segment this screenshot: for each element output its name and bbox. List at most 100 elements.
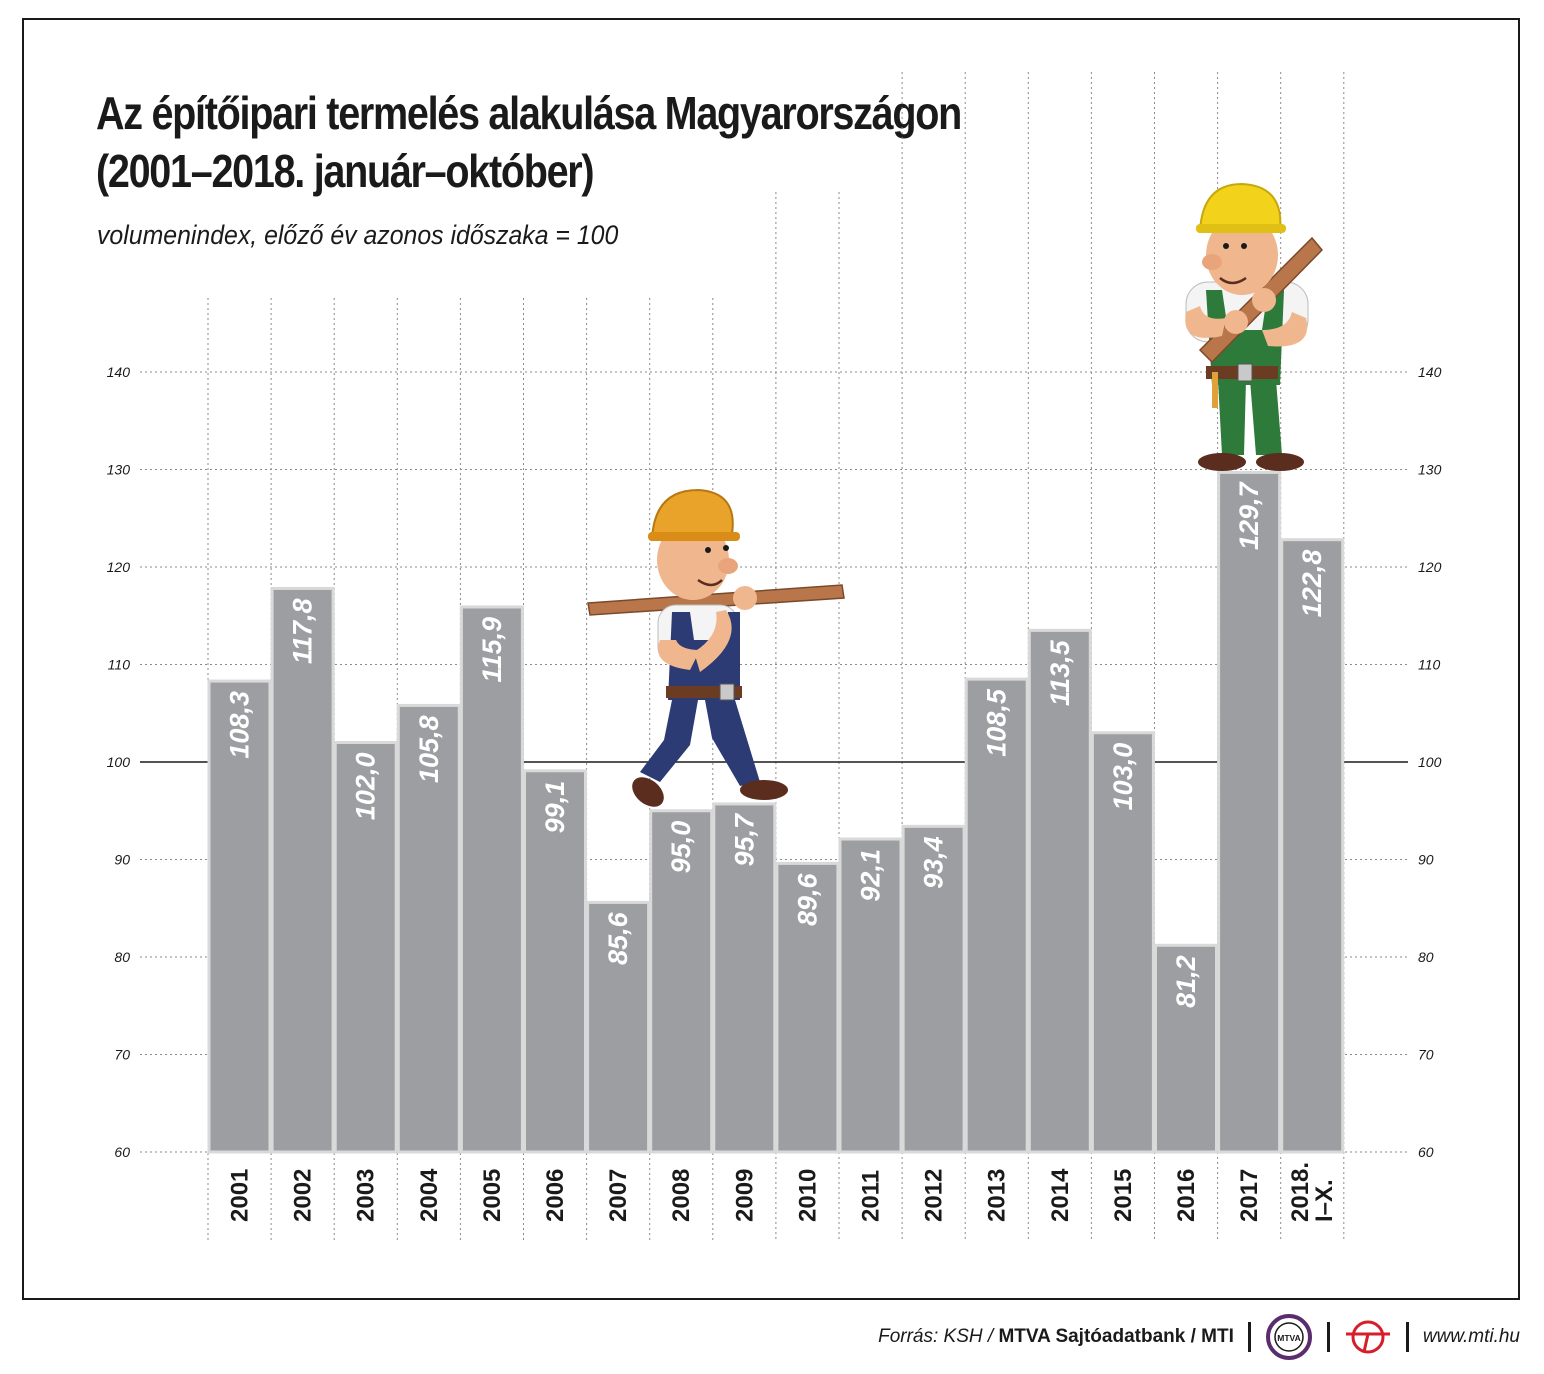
x-category-label: 2018.I–X. [1287, 1162, 1338, 1222]
mtva-logo-icon: MTVA [1265, 1313, 1313, 1361]
footer-separator [1247, 1322, 1251, 1352]
belt-buckle [719, 683, 735, 701]
eye [1241, 243, 1247, 249]
bar-value-label: 108,5 [982, 688, 1012, 757]
construction-worker-holding-plank-icon [1185, 182, 1324, 471]
shoe-right [740, 780, 788, 800]
eye [1223, 243, 1229, 249]
bar [1280, 538, 1345, 1154]
y-tick-label-left: 70 [114, 1047, 130, 1063]
bar [1154, 943, 1218, 1154]
bar [333, 741, 398, 1154]
bar-value-label: 129,7 [1234, 480, 1264, 550]
arm-left [1185, 306, 1226, 338]
smile [1219, 276, 1247, 285]
chart-title: Az építőipari termelés alakulása Magyaro… [96, 84, 962, 200]
bar-value-label: 102,0 [351, 753, 381, 821]
hand [1252, 288, 1276, 312]
overalls [1206, 290, 1284, 385]
x-category-label: 2010 [794, 1169, 821, 1222]
hand [1224, 310, 1248, 334]
y-tick-label-right: 140 [1418, 364, 1442, 380]
nose [718, 558, 738, 574]
bar [1217, 470, 1282, 1154]
y-tick-label-left: 80 [114, 949, 130, 965]
bar-value-label: 105,8 [414, 715, 444, 783]
x-category-label: 2011 [858, 1170, 885, 1222]
x-category-label: 2013 [984, 1169, 1011, 1222]
bar-value-label: 115,9 [477, 617, 507, 683]
source-prefix: Forrás: KSH / [878, 1326, 999, 1347]
bar-value-label: 113,5 [1045, 639, 1075, 706]
x-category-label: 2015 [1110, 1169, 1137, 1222]
arm-right [694, 610, 732, 672]
hard-hat-brim [648, 532, 740, 541]
x-category-label: 2003 [353, 1169, 380, 1222]
y-tick-label-left: 90 [114, 852, 130, 868]
x-category-label: 2001 [227, 1169, 254, 1222]
shoe-right [1256, 453, 1304, 471]
bar [1027, 628, 1092, 1154]
y-tick-label-left: 130 [107, 462, 131, 478]
arm-left [658, 640, 700, 670]
hard-hat [650, 488, 734, 542]
bar-value-label: 81,2 [1171, 955, 1201, 1008]
y-tick-label-right: 90 [1418, 852, 1434, 868]
y-tick-label-left: 120 [107, 559, 131, 575]
y-tick-label-right: 100 [1418, 754, 1442, 770]
bar [775, 861, 840, 1154]
arm-right [1262, 312, 1308, 347]
y-tick-label-left: 140 [107, 364, 131, 380]
website-url: www.mti.hu [1422, 1326, 1520, 1347]
y-tick-label-left: 100 [107, 754, 131, 770]
hard-hat [1198, 182, 1282, 234]
bar [838, 837, 903, 1154]
bar-value-label: 92,1 [856, 849, 886, 902]
bar-value-label: 122,8 [1297, 550, 1327, 618]
bar [459, 605, 524, 1154]
x-category-label: 2004 [416, 1168, 443, 1222]
footer-separator [1326, 1322, 1330, 1352]
bar [586, 900, 651, 1154]
y-tick-label-right: 60 [1418, 1144, 1434, 1160]
y-tick-label-left: 60 [114, 1144, 130, 1160]
belt-buckle [1237, 363, 1253, 382]
bar [649, 809, 714, 1154]
bar-value-label: 85,6 [603, 911, 633, 965]
hand [733, 586, 757, 610]
bar [712, 802, 777, 1154]
x-category-label: 2014 [1047, 1168, 1074, 1222]
leg-right [705, 700, 760, 786]
shoe-left [632, 777, 664, 807]
x-category-label: 2007 [605, 1169, 632, 1222]
nose [1202, 254, 1222, 270]
chart-subtitle: volumenindex, előző év azonos időszaka =… [97, 220, 619, 250]
y-tick-label-right: 80 [1418, 949, 1434, 965]
y-tick-label-left: 110 [108, 657, 131, 673]
chart-title-line-1: Az építőipari termelés alakulása Magyaro… [96, 87, 962, 139]
plank [587, 584, 845, 616]
smile [697, 578, 723, 587]
bar [270, 586, 335, 1154]
eye [723, 545, 729, 551]
footer-separator [1405, 1322, 1409, 1352]
bar-value-label: 95,7 [729, 812, 759, 867]
bar [964, 677, 1029, 1154]
mtva-logo-text: MTVA [1277, 1333, 1300, 1343]
x-category-label: 2008 [668, 1169, 695, 1222]
bars: 108,3 2001 117,8 2002 102,0 2003 105,8 2004 115,… [207, 470, 1345, 1222]
leg-left [640, 700, 698, 782]
bar-value-label: 89,6 [792, 872, 822, 926]
x-category-label: 2017 [1236, 1169, 1263, 1222]
bar [901, 824, 966, 1154]
construction-worker-carrying-plank-icon [587, 488, 845, 807]
leg-right [1250, 380, 1282, 455]
chart-title-line-2: (2001–2018. január–október) [96, 145, 595, 197]
bar-value-label: 95,0 [666, 821, 696, 874]
x-category-label: 2016 [1173, 1169, 1200, 1222]
x-category-label: 2006 [542, 1169, 569, 1222]
leg-left [1218, 380, 1246, 455]
head [1206, 215, 1278, 295]
source-bold: MTVA Sajtóadatbank / MTI [998, 1326, 1234, 1347]
